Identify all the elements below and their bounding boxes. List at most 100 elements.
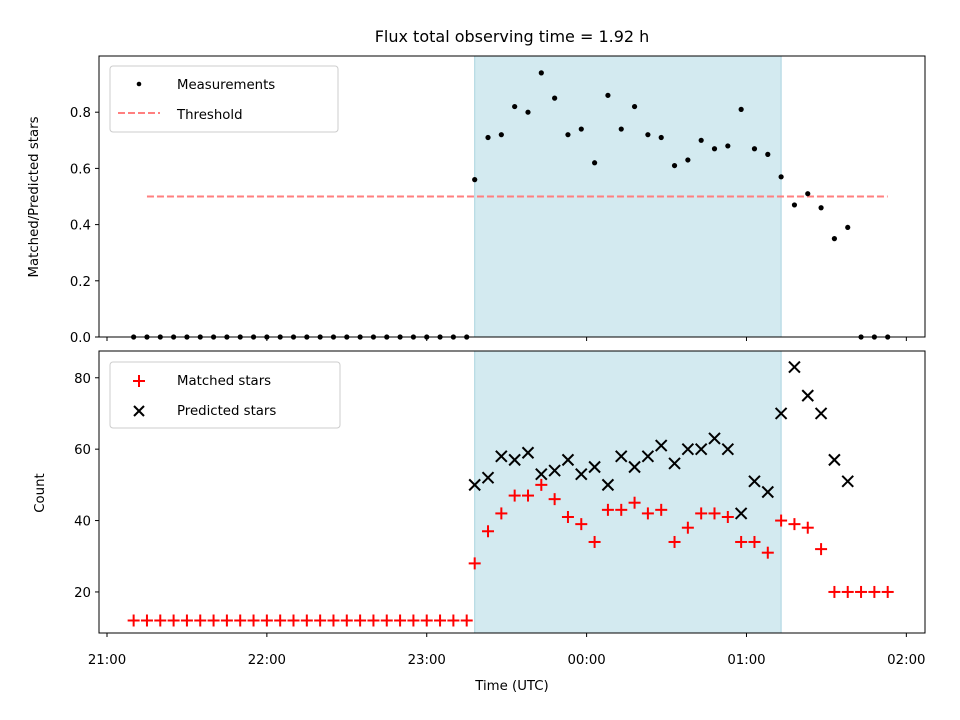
top-legend: Measurements Threshold [109, 65, 339, 133]
y-tick-label: 40 [74, 515, 91, 530]
x-tick-label: 02:00 [887, 653, 925, 668]
matched-stars-point [748, 535, 761, 548]
predicted-stars-point [521, 446, 535, 459]
matched-stars-point [801, 521, 814, 534]
measurement-point [498, 132, 504, 138]
measurement-point [698, 137, 704, 143]
measurement-point [818, 205, 824, 211]
bottom-legend-box [109, 361, 341, 429]
matched-stars-point [735, 535, 748, 548]
predicted-stars-point [681, 442, 695, 456]
matched-stars-point [447, 614, 460, 627]
x-tick-label: 21:00 [88, 653, 126, 668]
matched-stars-point [367, 614, 380, 627]
matched-stars-point [548, 493, 561, 506]
matched-stars-point [260, 614, 273, 627]
bottom-y-axis-ticks: 20 40 60 80 [74, 372, 99, 601]
predicted-x-b [694, 442, 708, 456]
matched-stars-point [247, 614, 260, 627]
predicted-x-b [588, 460, 601, 474]
matched-stars-point [721, 510, 734, 523]
measurement-point [592, 160, 598, 166]
predicted-x-b [761, 485, 775, 499]
matched-stars-point [881, 585, 894, 598]
measurement-point [605, 92, 611, 98]
predicted-stars-point [495, 450, 508, 463]
predicted-stars-point [508, 453, 521, 467]
predicted-x-b [615, 450, 628, 463]
predicted-x-b [535, 467, 548, 481]
predicted-x-b [748, 475, 761, 488]
measurement-point [711, 146, 718, 152]
bottom-observing-interval-shade [474, 350, 782, 634]
predicted-stars-point [641, 450, 655, 463]
bottom-axes-frame [98, 350, 926, 634]
predicted-x-b [548, 464, 561, 477]
matched-stars-point [380, 614, 393, 627]
predicted-stars-point [788, 360, 801, 374]
matched-stars-point [127, 614, 140, 627]
predicted-x-b [481, 471, 495, 484]
predicted-stars-point [828, 453, 841, 467]
y-tick-label: 80 [74, 372, 91, 387]
measurement-point [645, 132, 651, 138]
predicted-stars-point [575, 467, 588, 481]
matched-stars-point [420, 614, 433, 627]
predicted-x-b [628, 460, 641, 474]
matched-stars-point [708, 507, 721, 520]
predicted-stars-point [468, 478, 481, 492]
top-y-axis-label: Matched/Predicted stars [27, 116, 42, 277]
matched-stars-point [601, 503, 614, 516]
matched-stars-point [154, 614, 167, 627]
predicted-x-b [708, 432, 721, 445]
measurement-point [565, 132, 571, 138]
matched-stars-point [775, 514, 788, 527]
matched-stars-point [220, 614, 233, 627]
predicted-x-b [521, 446, 535, 459]
measurement-point [738, 106, 744, 112]
matched-stars-point [521, 489, 534, 502]
measurement-point [805, 191, 811, 197]
predicted-stars-point [761, 485, 775, 499]
y-tick-label: 20 [74, 586, 91, 601]
predicted-stars-point [628, 460, 641, 474]
top-panel: 0.0 0.2 0.4 0.6 0.8 Flux total observing tim… [27, 27, 926, 346]
bottom-legend: Matched stars Predicted stars [109, 361, 341, 429]
y-tick-label: 0.0 [70, 331, 91, 346]
matched-stars-point [287, 614, 300, 627]
matched-stars-point [354, 614, 367, 627]
measurement-point [538, 70, 544, 76]
matched-stars-point [655, 503, 668, 516]
bottom-x-axis-ticks: 21:00 22:00 23:00 00:00 01:00 02:00 [88, 633, 926, 668]
predicted-x-b [601, 478, 615, 492]
matched-stars-point [615, 503, 628, 516]
y-tick-label: 60 [74, 443, 91, 458]
predicted-stars-point [588, 460, 601, 474]
matched-stars-point [588, 535, 601, 548]
predicted-stars-point [694, 442, 708, 456]
matched-stars-point [695, 507, 708, 520]
predicted-x-b [468, 478, 481, 492]
legend-label-measurements: Measurements [177, 78, 275, 93]
measurement-point [472, 177, 478, 183]
measurement-point [765, 151, 771, 157]
predicted-stars-point [668, 457, 681, 470]
predicted-x-b [734, 507, 748, 520]
measurement-point [791, 202, 798, 208]
predicted-x-b [801, 389, 814, 402]
measurement-point [845, 224, 851, 231]
predicted-x-b [828, 453, 841, 467]
y-tick-label: 0.6 [70, 162, 91, 177]
measurement-point [631, 103, 638, 110]
predicted-x-b [668, 457, 681, 470]
matched-stars-point [482, 525, 495, 538]
top-y-axis-ticks: 0.0 0.2 0.4 0.6 0.8 [70, 106, 99, 346]
legend-label-predicted: Predicted stars [177, 404, 276, 419]
predicted-stars-point [561, 453, 575, 467]
predicted-stars-point [535, 467, 548, 481]
measurement-point [552, 95, 558, 101]
predicted-stars-point [655, 439, 668, 452]
predicted-stars-point [601, 478, 615, 492]
